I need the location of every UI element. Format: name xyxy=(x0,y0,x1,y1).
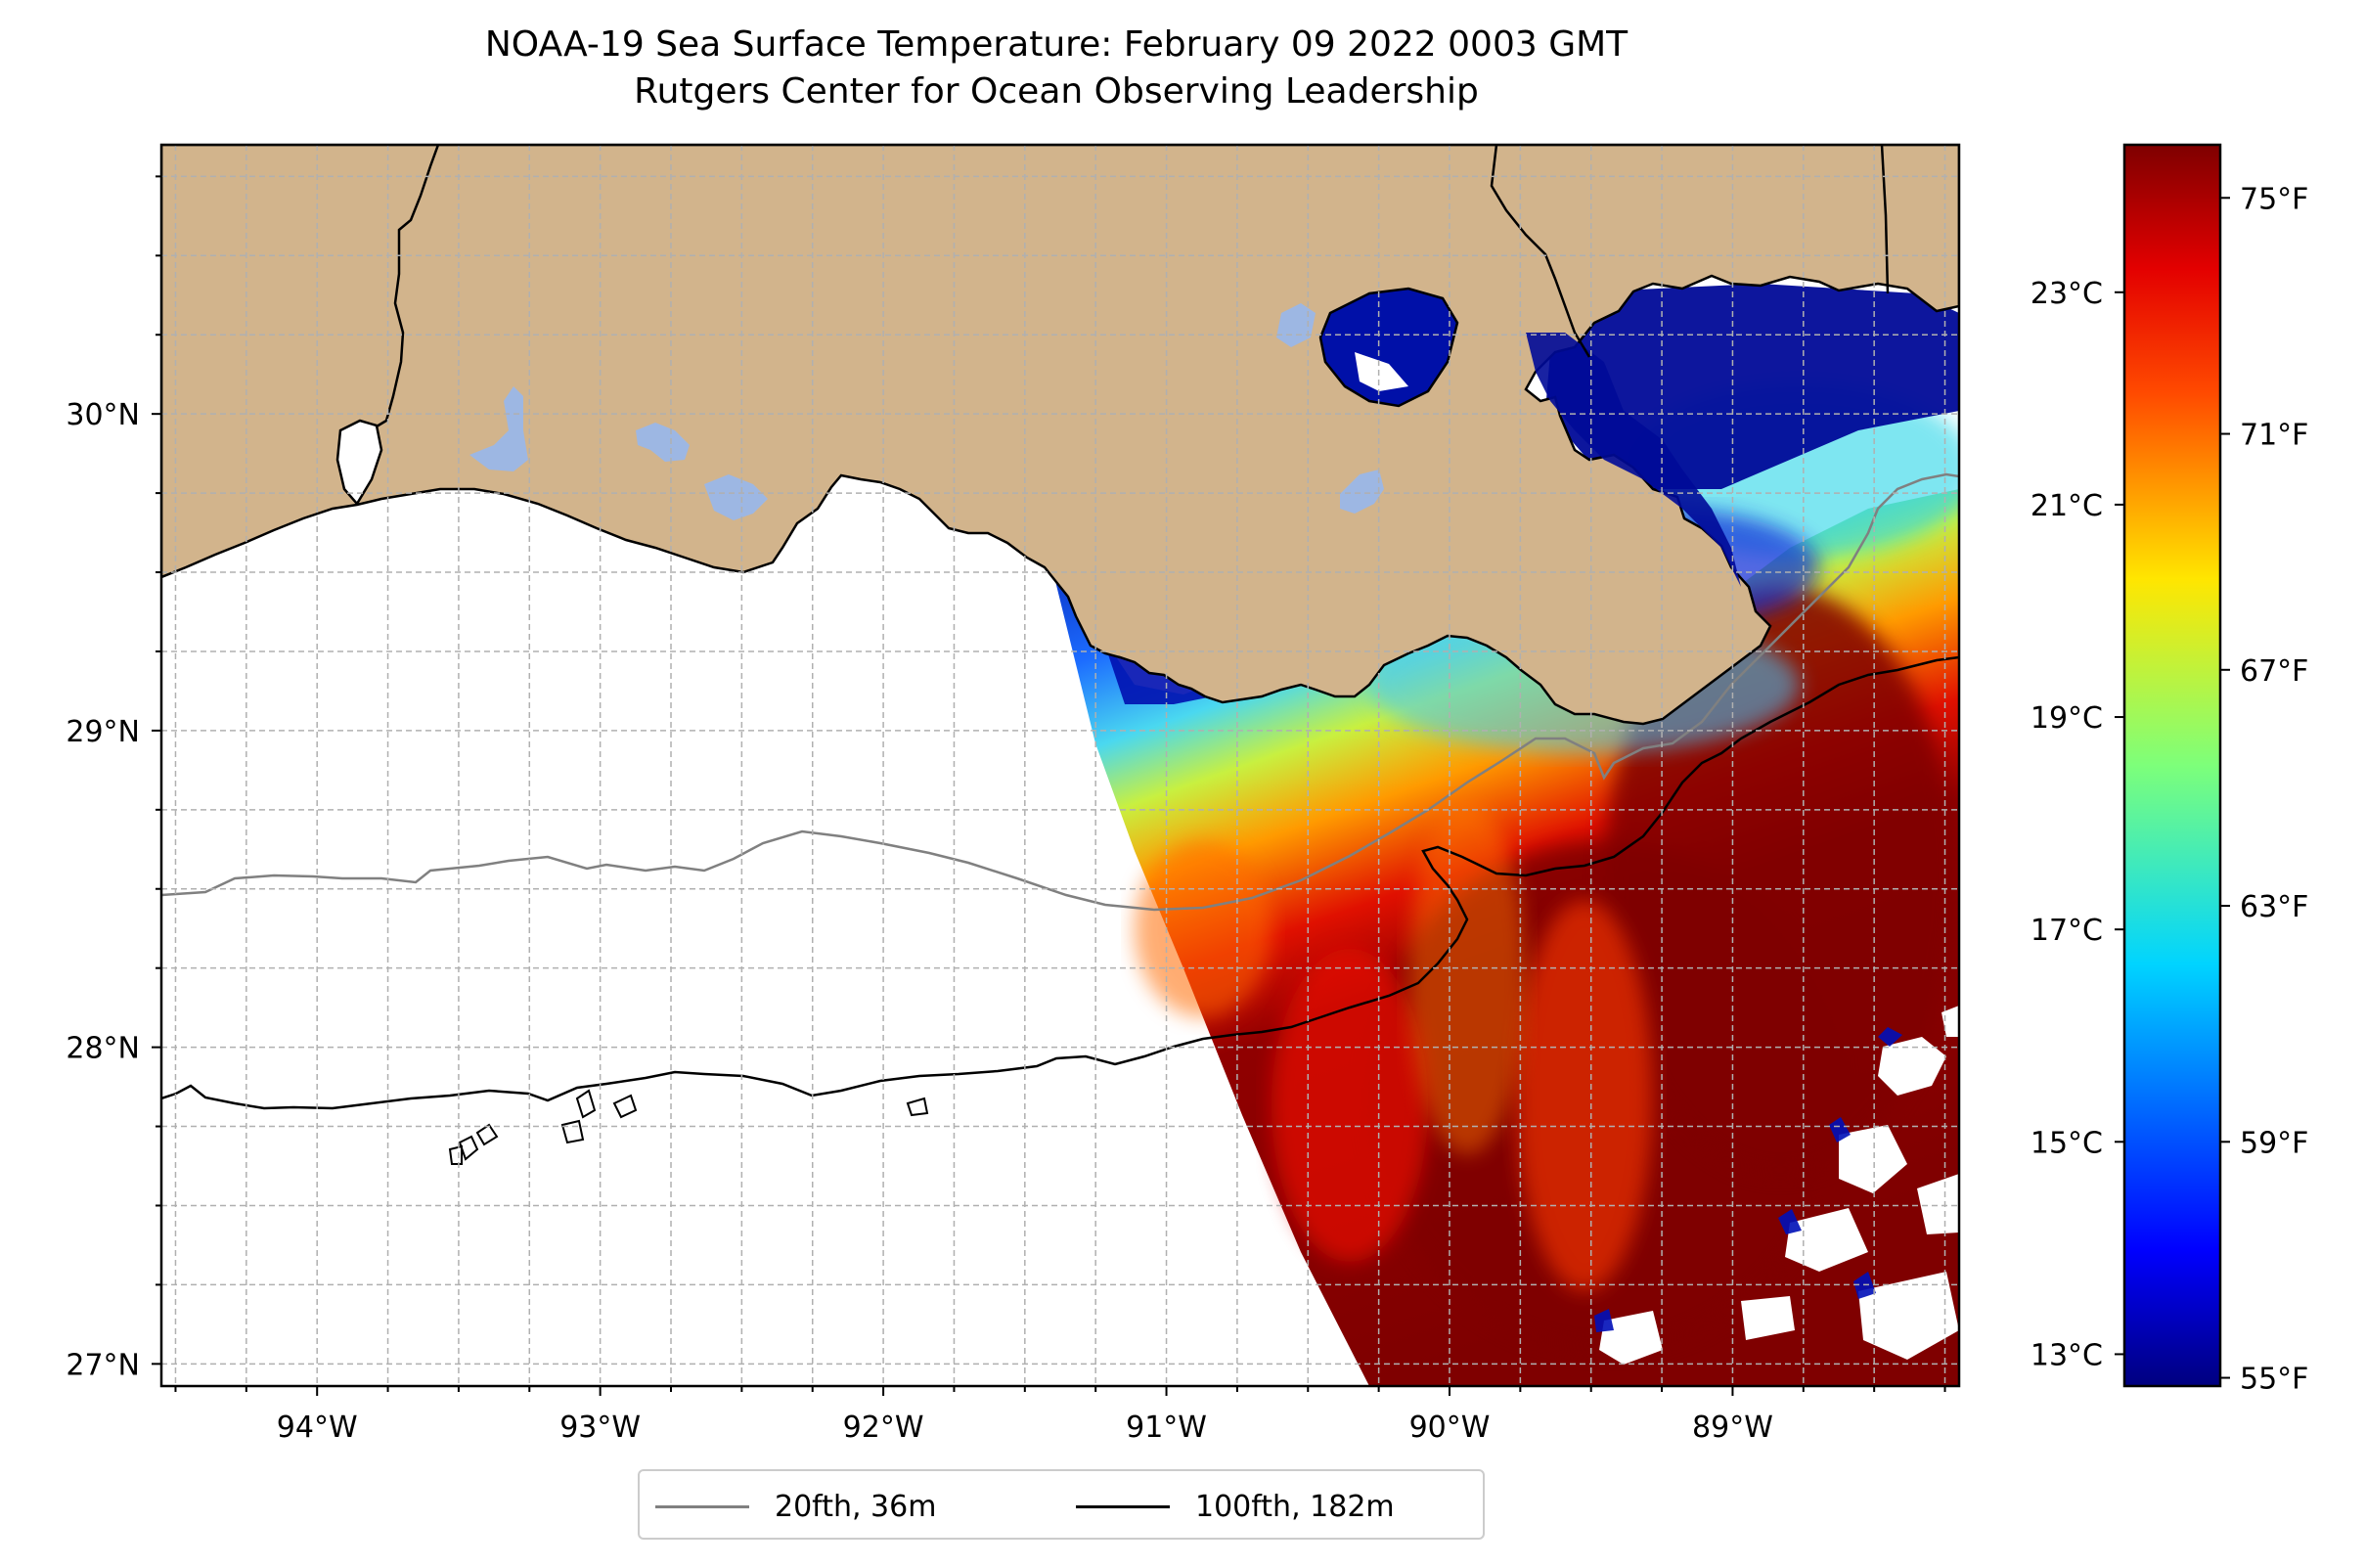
colorbar xyxy=(2124,145,2220,1386)
colorbar-celsius-label: 23°C xyxy=(2030,277,2103,311)
title-line-1: NOAA-19 Sea Surface Temperature: Februar… xyxy=(484,24,1629,65)
inland-lakes xyxy=(469,303,1384,520)
colorbar-celsius-label: 15°C xyxy=(2030,1126,2103,1160)
isobath-legend: 20fth, 36m 100fth, 182m xyxy=(638,1469,1485,1540)
lat-tick-label: 27°N xyxy=(66,1348,140,1382)
title-line-2: Rutgers Center for Ocean Observing Leade… xyxy=(634,71,1479,112)
colorbar-celsius-label: 19°C xyxy=(2030,701,2103,736)
state-borders xyxy=(376,145,1890,428)
colorbar-fahrenheit-label: 63°F xyxy=(2240,890,2308,924)
lon-tick-label: 92°W xyxy=(843,1411,924,1445)
bank-features xyxy=(448,1089,929,1165)
legend-swatch-20fth xyxy=(655,1504,749,1508)
map-frame xyxy=(159,143,1961,1388)
isobath-20fth xyxy=(161,472,1959,912)
isobath-100fth xyxy=(161,655,1959,1110)
longitude-labels: 94°W 93°W 92°W 91°W 90°W 89°W xyxy=(277,1411,1773,1445)
lat-tick-label: 28°N xyxy=(66,1032,140,1066)
lat-tick-label: 30°N xyxy=(66,398,140,432)
map-ticks xyxy=(152,175,1946,1396)
colorbar-celsius-ticks: 13°C 15°C 17°C 19°C 21°C 23°C xyxy=(2030,277,2124,1372)
lon-tick-label: 93°W xyxy=(559,1411,641,1445)
legend-swatch-100fth xyxy=(1076,1504,1170,1508)
lon-tick-label: 94°W xyxy=(277,1411,358,1445)
coastal-bay xyxy=(335,419,383,507)
gridlines xyxy=(161,145,1959,1386)
figure-title: NOAA-19 Sea Surface Temperature: Februar… xyxy=(98,22,2015,115)
colorbar-fahrenheit-label: 75°F xyxy=(2240,182,2308,216)
colorbar-celsius-label: 21°C xyxy=(2030,489,2103,523)
colorbar-fahrenheit-label: 67°F xyxy=(2240,654,2308,689)
colorbar-fahrenheit-ticks: 55°F 59°F 63°F 67°F 71°F 75°F xyxy=(2220,182,2308,1397)
lat-tick-label: 29°N xyxy=(66,715,140,749)
colorbar-fahrenheit-label: 71°F xyxy=(2240,419,2308,453)
legend-entry-20fth: 20fth, 36m xyxy=(655,1471,936,1542)
legend-label-20fth: 20fth, 36m xyxy=(775,1489,937,1524)
legend-label-100fth: 100fth, 182m xyxy=(1195,1489,1395,1524)
latitude-labels: 27°N 28°N 29°N 30°N xyxy=(66,398,140,1382)
land xyxy=(161,145,1959,726)
lon-tick-label: 89°W xyxy=(1692,1411,1773,1445)
lon-tick-label: 91°W xyxy=(1126,1411,1207,1445)
colorbar-frame xyxy=(2122,143,2222,1388)
colorbar-fahrenheit-label: 59°F xyxy=(2240,1126,2308,1160)
lon-tick-label: 90°W xyxy=(1409,1411,1491,1445)
colorbar-celsius-label: 13°C xyxy=(2030,1338,2103,1372)
colorbar-fahrenheit-label: 55°F xyxy=(2240,1363,2308,1397)
colorbar-celsius-label: 17°C xyxy=(2030,914,2103,948)
lake-pontchartrain xyxy=(1318,287,1459,408)
legend-entry-100fth: 100fth, 182m xyxy=(1076,1471,1395,1542)
